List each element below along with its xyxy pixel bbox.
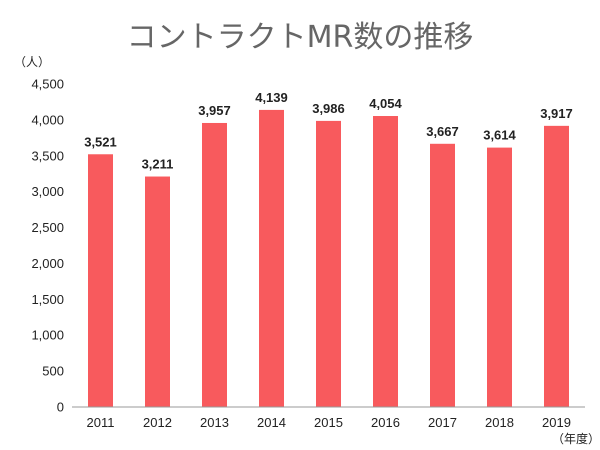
bar-value-label: 3,211: [142, 157, 174, 172]
bar: [145, 176, 170, 407]
bar-value-label: 3,521: [84, 134, 117, 149]
bar-value-label: 3,667: [426, 124, 459, 139]
y-tick-label: 2,500: [31, 220, 64, 235]
bar-value-label: 4,139: [255, 90, 288, 105]
bar-value-label: 3,614: [483, 128, 516, 143]
x-tick-label: 2015: [314, 415, 343, 430]
bar: [316, 120, 341, 408]
bar: [373, 116, 398, 408]
bar: [487, 147, 512, 408]
x-axis-unit-label: （年度）: [552, 431, 600, 446]
x-tick-label: 2013: [200, 415, 229, 430]
y-tick-label: 1,500: [31, 292, 64, 307]
bar-value-label: 3,957: [198, 103, 231, 118]
y-tick-label: 500: [42, 364, 64, 379]
y-tick-label: 4,500: [31, 77, 64, 92]
bar-value-label: 3,917: [540, 106, 573, 121]
x-tick-label: 2017: [428, 415, 457, 430]
bar-value-label: 3,986: [312, 101, 345, 116]
y-tick-label: 2,000: [31, 256, 64, 271]
x-tick-label: 2011: [87, 415, 115, 430]
x-axis-ticks: 2011 2012 2013 2014 2015 2016 2017 2018 2019: [87, 415, 571, 430]
chart-title: コントラクトMR数の推移: [127, 20, 474, 55]
bar: [544, 125, 569, 408]
x-tick-label: 2018: [485, 415, 514, 430]
x-tick-label: 2014: [257, 415, 286, 430]
x-tick-label: 2016: [371, 415, 400, 430]
data-labels-group: 3,521 3,211 3,957 4,139 3,986 4,054 3,667 3,614…: [84, 90, 573, 172]
y-tick-label: 0: [57, 400, 64, 415]
x-tick-label: 2012: [143, 415, 172, 430]
bar: [88, 154, 113, 407]
y-tick-label: 3,000: [31, 184, 64, 199]
bars-group: [88, 109, 569, 408]
y-axis-ticks: 0 500 1,000 1,500 2,000 2,500 3,000 3,500 4,000 4…: [31, 77, 64, 415]
bar: [202, 122, 227, 407]
y-axis-unit-label: （人）: [14, 55, 50, 69]
y-tick-label: 1,000: [31, 328, 64, 343]
bar-value-label: 4,054: [369, 96, 402, 111]
y-tick-label: 4,000: [31, 112, 64, 127]
bar: [259, 109, 284, 408]
y-tick-label: 3,500: [31, 148, 64, 163]
x-tick-label: 2019: [542, 415, 571, 430]
bar: [430, 143, 455, 407]
